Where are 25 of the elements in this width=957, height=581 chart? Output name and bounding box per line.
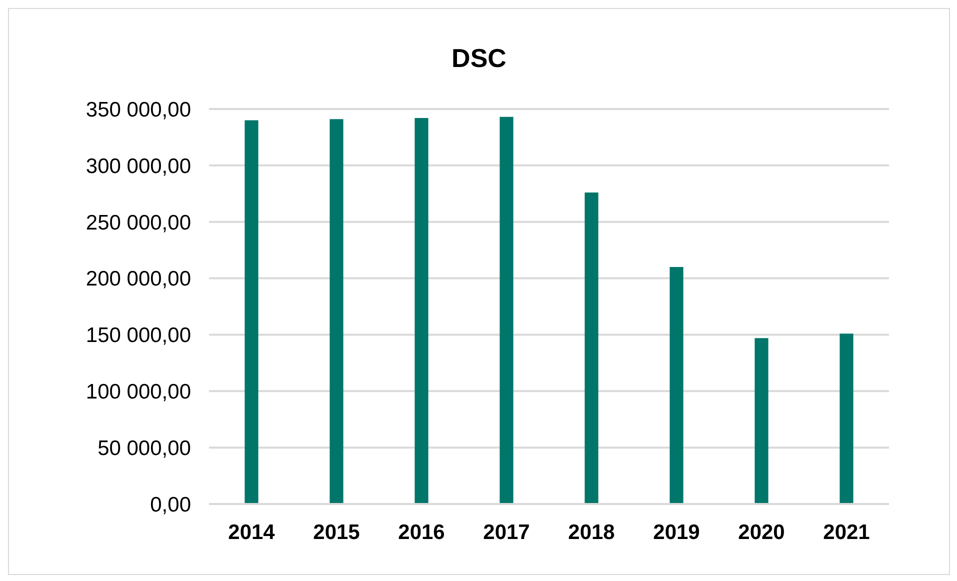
x-tick-label: 2019 xyxy=(653,520,700,544)
chart-title: DSC xyxy=(450,42,508,73)
y-tick-label: 250 000,00 xyxy=(86,211,191,234)
y-tick-label: 300 000,00 xyxy=(86,154,191,178)
x-tick-label: 2014 xyxy=(228,520,276,544)
x-tick-label: 2018 xyxy=(568,520,616,544)
y-tick-label: 50 000,00 xyxy=(98,437,191,460)
x-tick-label: 2015 xyxy=(313,520,360,544)
y-tick-label: 0,00 xyxy=(150,493,191,516)
bar xyxy=(584,192,598,504)
bar xyxy=(500,116,514,504)
y-tick-label: 150 000,00 xyxy=(86,324,191,348)
bar xyxy=(754,338,768,504)
bar xyxy=(330,119,344,504)
y-tick-label: 100 000,00 xyxy=(86,380,191,404)
bar xyxy=(840,334,854,504)
y-tick-label: 200 000,00 xyxy=(86,268,191,291)
x-tick-label: 2021 xyxy=(823,520,870,544)
y-tick-label: 350 000,00 xyxy=(86,98,191,122)
x-tick-label: 2016 xyxy=(398,520,445,544)
x-tick-label: 2020 xyxy=(738,520,785,544)
bar xyxy=(670,267,684,504)
bar xyxy=(414,118,428,504)
x-tick-label: 2017 xyxy=(483,520,530,544)
bar xyxy=(244,120,258,504)
